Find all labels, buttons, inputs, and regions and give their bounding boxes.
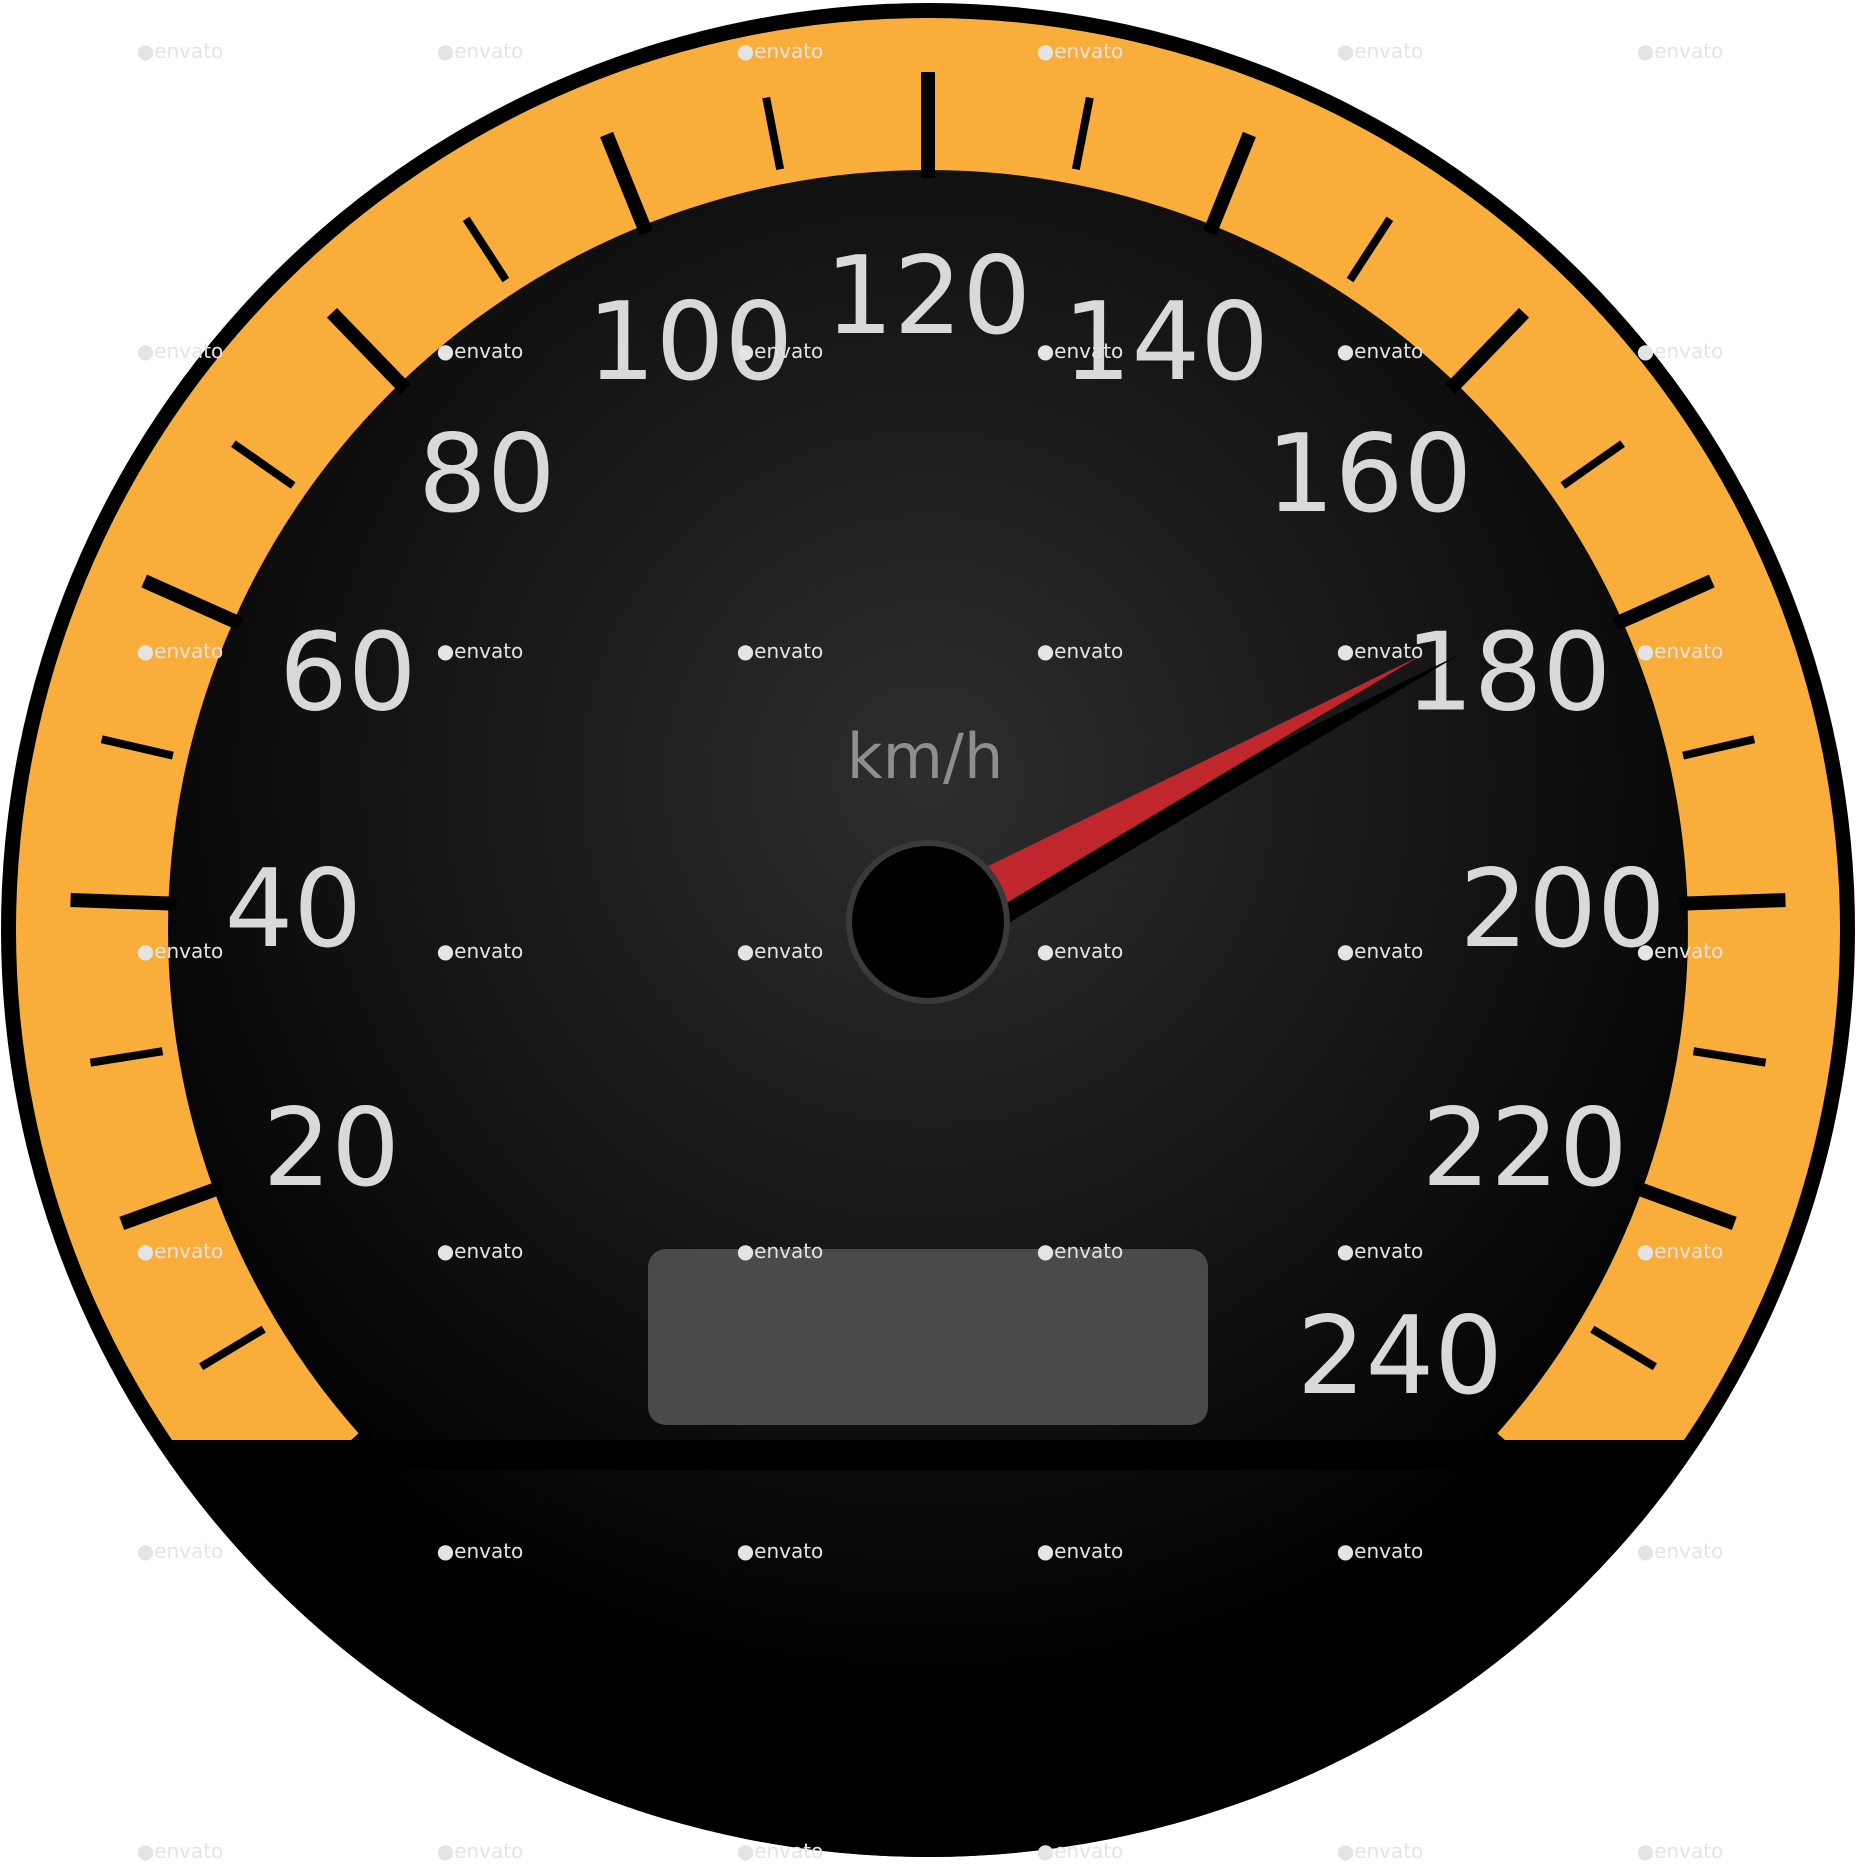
minor-tick bbox=[462, 216, 510, 283]
watermark-text: ●envato bbox=[1037, 39, 1124, 63]
speed-label-120: 120 bbox=[825, 234, 1031, 359]
watermark-text: ●envato bbox=[1637, 1539, 1724, 1563]
needle-hub-cap bbox=[852, 846, 1004, 998]
major-tick bbox=[70, 893, 177, 911]
major-tick bbox=[141, 574, 244, 631]
speed-label-60: 60 bbox=[279, 611, 416, 736]
odometer-display bbox=[648, 1249, 1208, 1425]
watermark-text: ●envato bbox=[137, 1539, 224, 1563]
watermark-text: ●envato bbox=[1337, 1839, 1424, 1863]
major-tick bbox=[1612, 574, 1715, 631]
speed-label-100: 100 bbox=[587, 280, 793, 405]
watermark-text: ●envato bbox=[1337, 939, 1424, 963]
watermark-text: ●envato bbox=[737, 39, 824, 63]
major-tick bbox=[1632, 1180, 1737, 1231]
speed-label-220: 220 bbox=[1422, 1086, 1628, 1211]
watermark-text: ●envato bbox=[437, 339, 524, 363]
major-tick bbox=[1679, 893, 1786, 911]
speed-label-40: 40 bbox=[225, 847, 362, 972]
watermark-text: ●envato bbox=[1037, 1539, 1124, 1563]
watermark-text: ●envato bbox=[1337, 639, 1424, 663]
watermark-text: ●envato bbox=[737, 1539, 824, 1563]
dial-face-bottom bbox=[300, 1440, 1556, 1470]
speed-label-240: 240 bbox=[1297, 1294, 1503, 1419]
watermark-text: ●envato bbox=[1037, 1239, 1124, 1263]
watermark-text: ●envato bbox=[1037, 939, 1124, 963]
watermark-text: ●envato bbox=[1037, 339, 1124, 363]
minor-tick bbox=[1692, 1047, 1767, 1067]
speed-label-140: 140 bbox=[1063, 280, 1269, 405]
watermark-text: ●envato bbox=[737, 1839, 824, 1863]
minor-tick bbox=[1560, 440, 1625, 489]
major-tick bbox=[285, 1427, 374, 1510]
unit-label: km/h bbox=[847, 720, 1003, 793]
major-tick bbox=[1482, 1427, 1571, 1510]
speed-label-200: 200 bbox=[1460, 847, 1666, 972]
speed-label-80: 80 bbox=[418, 412, 555, 537]
watermark-text: ●envato bbox=[137, 639, 224, 663]
minor-tick bbox=[199, 1325, 266, 1371]
minor-tick bbox=[1071, 96, 1094, 171]
watermark-text: ●envato bbox=[737, 939, 824, 963]
speed-label-180: 180 bbox=[1405, 611, 1611, 736]
minor-tick bbox=[100, 735, 174, 760]
watermark-text: ●envato bbox=[1637, 1239, 1724, 1263]
minor-tick bbox=[1346, 216, 1394, 283]
minor-tick bbox=[1682, 735, 1756, 760]
watermark-text: ●envato bbox=[1637, 1839, 1724, 1863]
watermark-text: ●envato bbox=[437, 39, 524, 63]
watermark-text: ●envato bbox=[437, 639, 524, 663]
watermark-layer: ●envato ●envato ●envato ●envato ●envato ●enva… bbox=[137, 39, 1724, 1863]
needle-shadow bbox=[938, 654, 1461, 952]
watermark-text: ●envato bbox=[1637, 39, 1724, 63]
watermark-text: ●envato bbox=[1337, 39, 1424, 63]
watermark-text: ●envato bbox=[737, 639, 824, 663]
watermark-text: ●envato bbox=[137, 339, 224, 363]
minor-tick bbox=[231, 440, 296, 489]
watermark-text: ●envato bbox=[1337, 339, 1424, 363]
watermark-text: ●envato bbox=[1337, 1239, 1424, 1263]
minor-tick bbox=[762, 96, 785, 171]
speed-needle bbox=[916, 654, 1461, 952]
speed-label-20: 20 bbox=[263, 1086, 400, 1211]
watermark-text: ●envato bbox=[137, 939, 224, 963]
watermark-text: ●envato bbox=[1037, 639, 1124, 663]
major-tick bbox=[600, 131, 653, 236]
watermark-text: ●envato bbox=[437, 1539, 524, 1563]
minor-tick bbox=[89, 1047, 164, 1067]
needle-pointer bbox=[916, 655, 1421, 944]
watermark-text: ●envato bbox=[1637, 639, 1724, 663]
watermark-text: ●envato bbox=[737, 339, 824, 363]
watermark-text: ●envato bbox=[437, 1239, 524, 1263]
watermark-text: ●envato bbox=[137, 1239, 224, 1263]
watermark-text: ●envato bbox=[437, 939, 524, 963]
major-tick bbox=[119, 1180, 224, 1231]
major-tick bbox=[1445, 307, 1530, 394]
watermark-text: ●envato bbox=[137, 1839, 224, 1863]
watermark-text: ●envato bbox=[1637, 339, 1724, 363]
speed-label-160: 160 bbox=[1266, 412, 1472, 537]
major-tick bbox=[1203, 131, 1256, 236]
watermark-text: ●envato bbox=[1337, 1539, 1424, 1563]
tick-marks bbox=[70, 72, 1786, 1510]
watermark-text: ●envato bbox=[1637, 939, 1724, 963]
watermark-text: ●envato bbox=[137, 39, 224, 63]
watermark-text: ●envato bbox=[437, 1839, 524, 1863]
minor-tick bbox=[1590, 1325, 1657, 1371]
watermark-text: ●envato bbox=[1037, 1839, 1124, 1863]
major-tick bbox=[326, 307, 411, 394]
watermark-text: ●envato bbox=[737, 1239, 824, 1263]
